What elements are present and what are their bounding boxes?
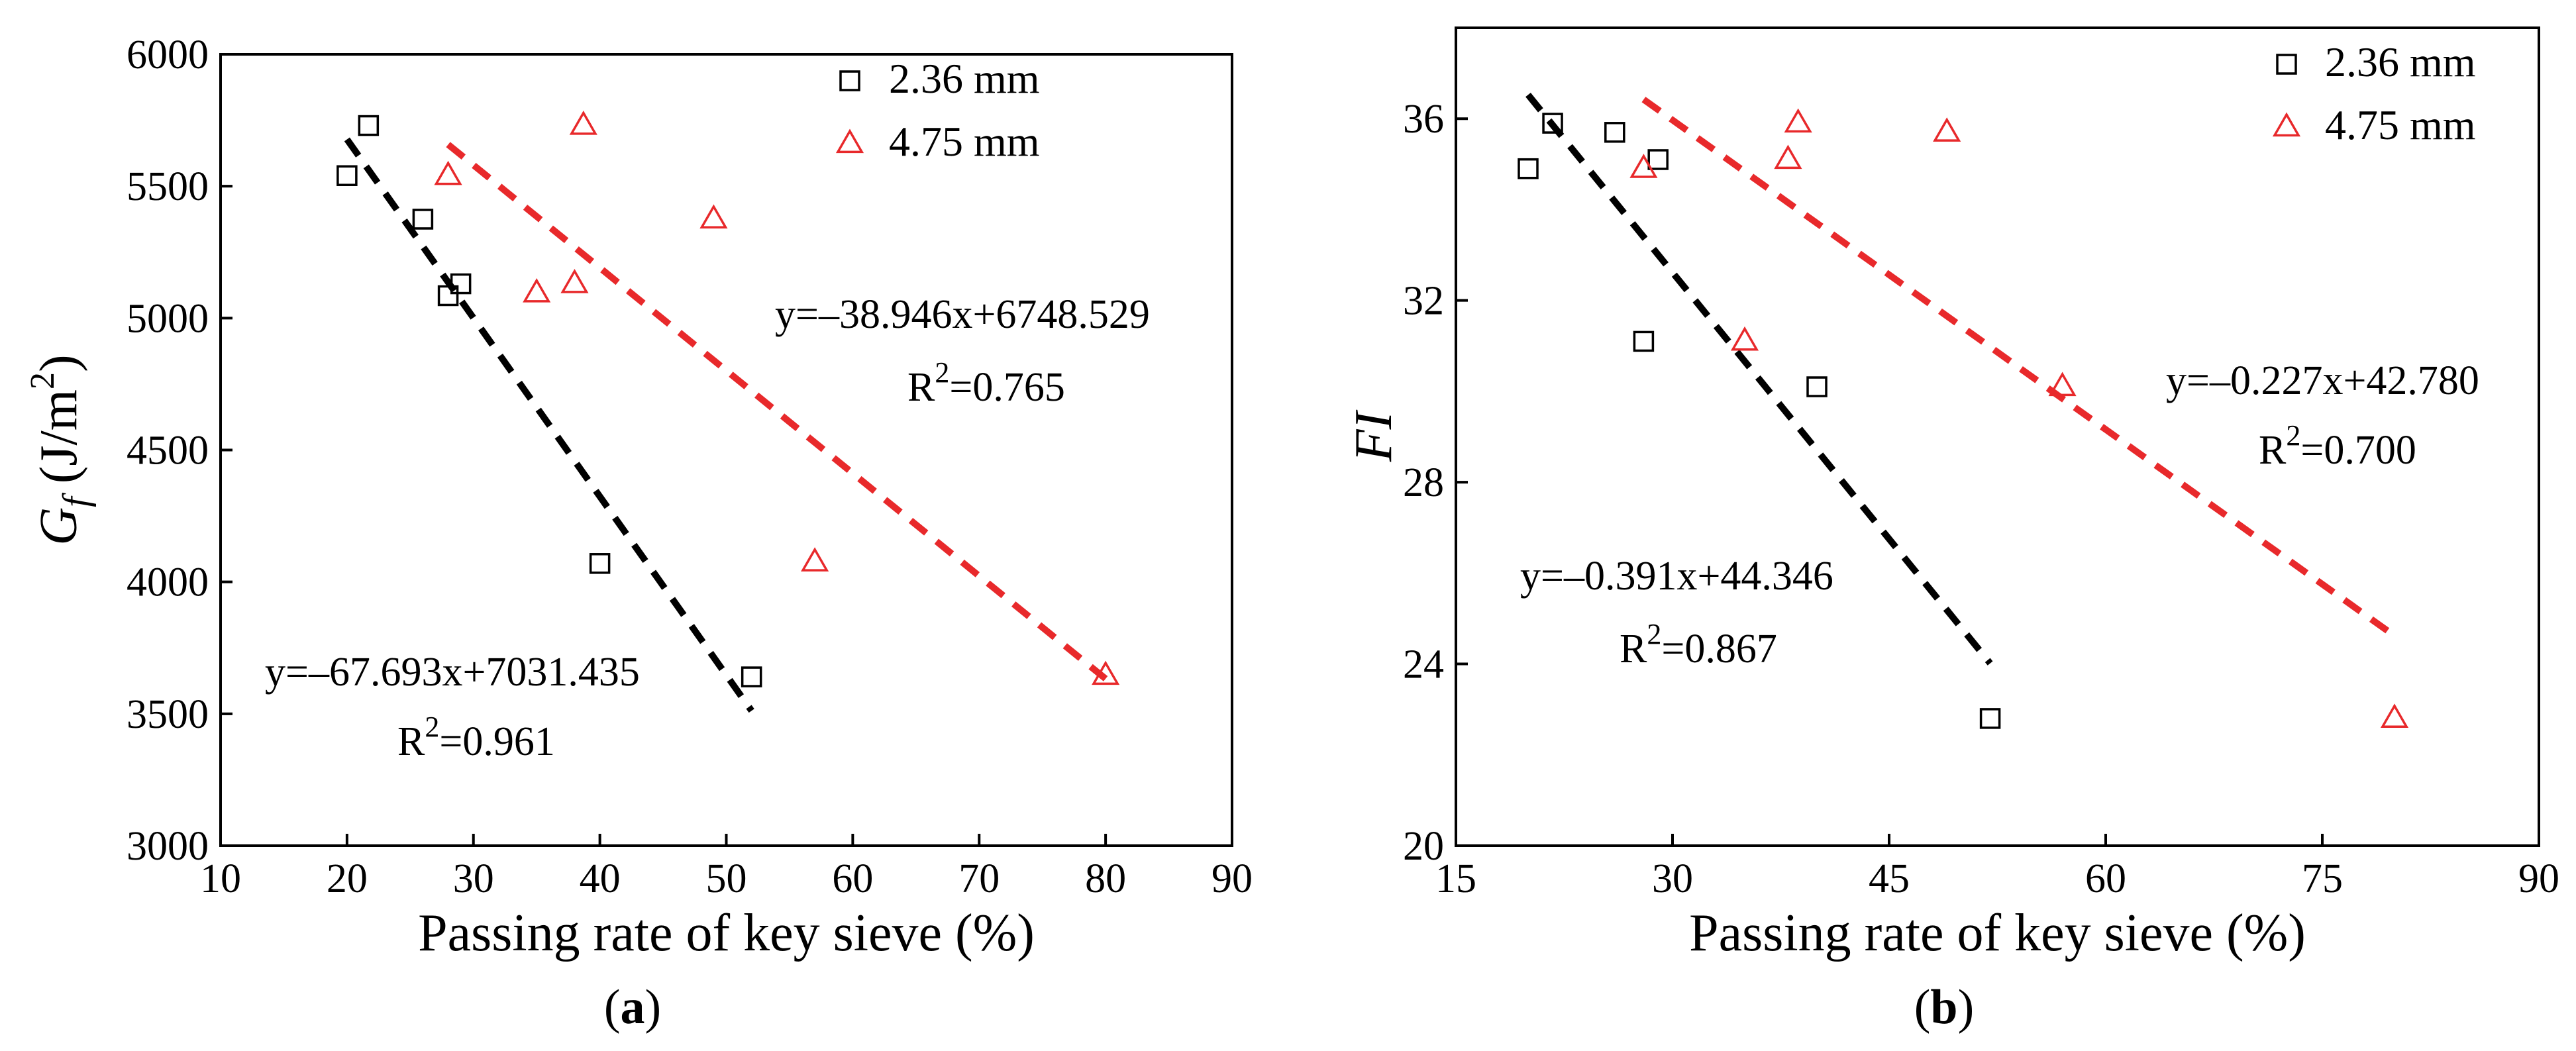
legend-marker-a-1 xyxy=(835,128,864,154)
x-tick-label-a-6: 70 xyxy=(958,856,1000,901)
point-b-1-4 xyxy=(1933,117,1961,142)
fit-r2-b-0: R2=0.867 xyxy=(1620,618,1777,672)
fit-equation-a-1: y=–38.946x+6748.529 xyxy=(775,292,1150,337)
fit-line-b-1 xyxy=(1641,97,2396,639)
point-a-1-4 xyxy=(699,204,728,229)
point-a-0-0 xyxy=(336,165,358,186)
fit-equation-b-0: y=–0.391x+44.346 xyxy=(1520,554,1833,599)
panel-a: 10 20 30 40 50 60 70 80 90 3000 3500 4000 4500 5000 55… xyxy=(24,32,1253,1034)
y-tick-label-a-1: 3500 xyxy=(127,692,209,737)
panel-b: 15 30 45 60 75 90 20 24 28 32 36 Passing rate of ke… xyxy=(1345,26,2559,1034)
fit-r2-a-0: R2=0.961 xyxy=(397,711,555,764)
y-tick-label-b-0: 20 xyxy=(1403,824,1444,869)
point-a-1-5 xyxy=(801,547,829,572)
point-b-1-1 xyxy=(1730,326,1759,351)
point-b-0-3 xyxy=(1633,330,1655,352)
x-tick-label-b-3: 60 xyxy=(2085,856,2126,901)
x-axis-title-a: Passing rate of key sieve (%) xyxy=(418,904,1035,962)
point-a-0-2 xyxy=(412,209,434,230)
y-tick-label-a-0: 3000 xyxy=(127,824,209,869)
point-b-1-0 xyxy=(1629,154,1658,178)
x-tick-label-a-3: 40 xyxy=(580,856,621,901)
fit-r2-a-1: R2=0.765 xyxy=(907,356,1065,410)
point-b-1-2 xyxy=(1774,144,1802,170)
y-tick-label-b-2: 28 xyxy=(1403,460,1444,505)
x-tick-label-a-8: 90 xyxy=(1211,856,1253,901)
y-tick-label-b-1: 24 xyxy=(1403,642,1444,687)
y-tick-label-b-4: 36 xyxy=(1403,97,1444,142)
legend-marker-b-0 xyxy=(2276,54,2297,75)
x-tick-label-a-5: 60 xyxy=(832,856,873,901)
fit-r2-b-1: R2=0.700 xyxy=(2259,419,2416,473)
fit-line-b-0 xyxy=(1525,92,1993,666)
x-tick-label-b-0: 15 xyxy=(1435,856,1476,901)
x-tick-label-b-1: 30 xyxy=(1652,856,1693,901)
fit-equation-a-0: y=–67.693x+7031.435 xyxy=(265,650,640,695)
x-tick-label-a-1: 20 xyxy=(327,856,368,901)
x-tick-label-a-7: 80 xyxy=(1085,856,1126,901)
y-tick-label-a-3: 4500 xyxy=(127,428,209,474)
x-tick-label-a-4: 50 xyxy=(706,856,747,901)
point-a-0-4 xyxy=(450,273,472,295)
point-a-1-0 xyxy=(434,160,462,185)
point-b-1-5 xyxy=(2048,372,2077,397)
point-a-0-1 xyxy=(358,115,380,136)
y-tick-label-a-2: 4000 xyxy=(127,560,209,605)
x-tick-label-a-0: 10 xyxy=(200,856,241,901)
fit-line-a-1 xyxy=(446,142,1108,681)
panel-label-a: (a) xyxy=(604,980,661,1034)
point-b-0-4 xyxy=(1647,149,1669,170)
fit-line-a-0 xyxy=(344,137,754,713)
point-b-0-2 xyxy=(1604,122,1625,143)
y-tick-label-b-3: 32 xyxy=(1403,279,1444,324)
plot-frame-b xyxy=(1455,26,2540,847)
point-a-0-6 xyxy=(741,666,762,687)
legend-label-b-1: 4.75 mm xyxy=(2325,101,2476,148)
legend-label-b-0: 2.36 mm xyxy=(2325,38,2476,85)
point-b-0-1 xyxy=(1542,113,1563,134)
panel-label-b: (b) xyxy=(1914,980,1974,1034)
point-b-0-0 xyxy=(1518,158,1539,179)
x-axis-title-b: Passing rate of key sieve (%) xyxy=(1689,904,2306,962)
point-b-1-3 xyxy=(1784,108,1812,133)
y-tick-label-a-6: 6000 xyxy=(127,32,209,77)
x-tick-label-b-5: 90 xyxy=(2518,856,2559,901)
fit-equation-b-1: y=–0.227x+42.780 xyxy=(2166,358,2479,403)
x-tick-label-a-2: 30 xyxy=(453,856,494,901)
x-tick-label-b-2: 45 xyxy=(1869,856,1910,901)
point-a-1-2 xyxy=(560,269,589,293)
legend-label-a-1: 4.75 mm xyxy=(889,118,1040,165)
y-tick-label-a-4: 5000 xyxy=(127,296,209,341)
legend-marker-b-1 xyxy=(2272,112,2301,137)
point-b-0-5 xyxy=(1806,376,1828,397)
point-a-1-6 xyxy=(1092,660,1120,685)
point-a-1-1 xyxy=(523,277,551,303)
y-axis-title-b: FI xyxy=(1345,409,1403,462)
point-a-0-3 xyxy=(437,285,459,307)
y-axis-title-a: Gf (J/m2) xyxy=(24,354,97,545)
point-a-0-5 xyxy=(589,553,611,574)
point-a-1-3 xyxy=(569,111,597,135)
point-b-1-6 xyxy=(2380,703,2409,728)
point-b-0-6 xyxy=(1979,708,2001,729)
legend-marker-a-0 xyxy=(839,70,860,91)
legend-label-a-0: 2.36 mm xyxy=(889,55,1040,102)
x-tick-label-b-4: 75 xyxy=(2302,856,2343,901)
y-tick-label-a-5: 5500 xyxy=(127,164,209,209)
